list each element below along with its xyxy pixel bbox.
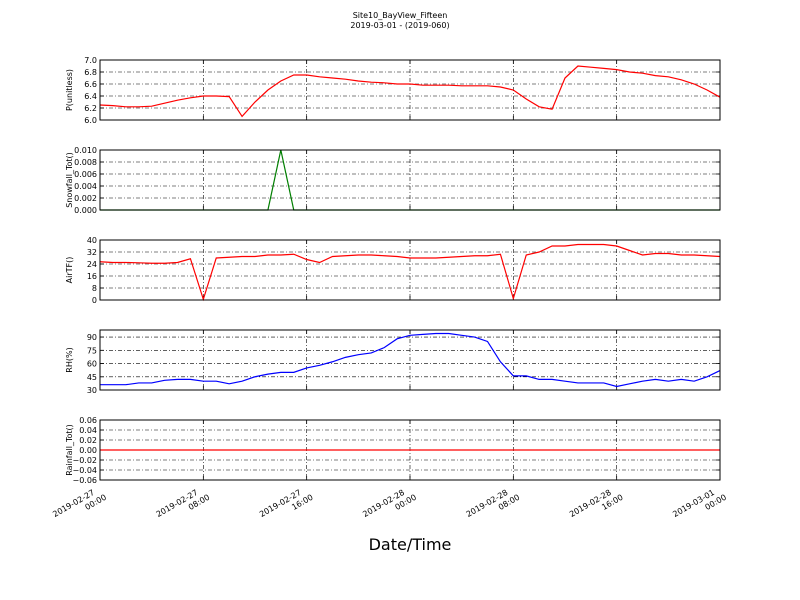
- data-line: [99, 243, 721, 302]
- y-tick-label: −0.02: [72, 456, 97, 465]
- y-tick-label: 8: [92, 284, 97, 293]
- plot-frame: [99, 419, 721, 481]
- y-tick-label: 0.010: [74, 146, 97, 155]
- y-tick-label: 0.00: [79, 446, 97, 455]
- x-tick-label: 2019-02-2708:00: [155, 484, 212, 528]
- chart-subtitle: 2019-03-01 - (2019-060): [350, 21, 449, 30]
- chart-title: Site10_BayView_Fifteen: [353, 11, 448, 20]
- y-axis-label: Snowfall_Tot(): [65, 152, 74, 208]
- y-tick-label: 6.2: [84, 104, 97, 113]
- y-tick-label: 40: [87, 236, 97, 245]
- y-tick-label: 6.8: [84, 68, 97, 77]
- data-line: [100, 332, 721, 388]
- y-tick-label: 16: [87, 272, 97, 281]
- x-tick-label: 2019-03-0100:00: [671, 484, 728, 528]
- plot-frame: [99, 329, 721, 391]
- x-axis-label: Date/Time: [369, 535, 452, 554]
- y-tick-label: 6.4: [84, 92, 97, 101]
- y-axis-label: AirTF(): [65, 257, 74, 284]
- y-tick-label: 60: [87, 360, 97, 369]
- y-tick-label: 32: [87, 248, 97, 257]
- y-tick-label: 90: [87, 333, 97, 342]
- y-axis-label: Rainfall_Tot(): [65, 424, 74, 476]
- plot-frame: [99, 239, 721, 301]
- y-tick-label: 0.004: [74, 182, 97, 191]
- y-tick-label: 0: [92, 296, 97, 305]
- y-tick-label: −0.06: [72, 476, 97, 485]
- y-tick-label: 0.02: [79, 436, 97, 445]
- y-tick-label: 24: [87, 260, 97, 269]
- y-tick-label: 45: [87, 373, 97, 382]
- y-tick-label: 0.000: [74, 206, 97, 215]
- y-axis-label: P(unitless): [65, 69, 74, 111]
- x-tick-label: 2019-02-2808:00: [465, 484, 522, 528]
- plot-frame: [99, 59, 721, 121]
- y-tick-label: 75: [87, 346, 97, 355]
- data-line: [99, 65, 721, 118]
- y-tick-label: 0.002: [74, 194, 97, 203]
- x-tick-label: 2019-02-2700:00: [51, 484, 108, 528]
- y-tick-label: 6.6: [84, 80, 97, 89]
- y-tick-label: −0.04: [72, 466, 97, 475]
- y-tick-label: 30: [87, 386, 97, 395]
- y-tick-label: 7.0: [84, 56, 97, 65]
- x-tick-label: 2019-02-2800:00: [361, 484, 418, 528]
- y-tick-label: 0.006: [74, 170, 97, 179]
- x-tick-label: 2019-02-2816:00: [568, 484, 625, 528]
- x-tick-label: 2019-02-2716:00: [258, 484, 315, 528]
- plot-frame: [99, 149, 721, 211]
- y-tick-label: 0.04: [79, 426, 97, 435]
- y-axis-label: RH(%): [65, 347, 74, 372]
- y-tick-label: 0.008: [74, 158, 97, 167]
- y-tick-label: 0.06: [79, 416, 97, 425]
- y-tick-label: 6.0: [84, 116, 97, 125]
